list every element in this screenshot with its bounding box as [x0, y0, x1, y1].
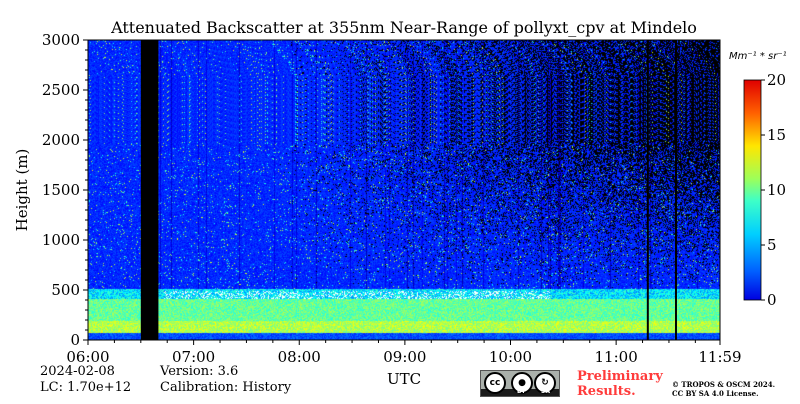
- y-tick-label: 2000: [42, 131, 80, 149]
- y-axis-label: Height (m): [13, 149, 31, 232]
- x-tick-label: 11:59: [698, 348, 741, 366]
- colorbar-tick-label: 5: [767, 236, 777, 254]
- backscatter-heatmap: [88, 40, 720, 340]
- colorbar-tick-label: 10: [767, 181, 786, 199]
- x-axis-label: UTC: [387, 370, 421, 388]
- x-tick-label: 08:00: [278, 348, 321, 366]
- by-label: BY: [517, 388, 526, 395]
- x-axis-ticks: 06:00 07:00 08:00 09:00 10:00 11:00 11:59: [66, 340, 742, 366]
- y-tick-label: 2500: [42, 81, 80, 99]
- preliminary-line-1: Preliminary: [577, 369, 663, 384]
- x-tick-label: 09:00: [383, 348, 426, 366]
- colorbar-unit-label: Mm⁻¹ * sr⁻¹: [729, 51, 787, 62]
- x-tick-label: 11:00: [595, 348, 638, 366]
- colorbar-tick-label: 20: [767, 71, 786, 89]
- copyright-line-2: CC BY SA 4.0 License.: [672, 389, 759, 398]
- missing-data-block: [140, 40, 159, 340]
- footer-date: 2024-02-08: [40, 364, 115, 379]
- footer-lc: LC: 1.70e+12: [40, 380, 132, 395]
- y-tick-label: 3000: [42, 31, 80, 49]
- x-tick-label: 07:00: [172, 348, 215, 366]
- footer-version: Version: 3.6: [160, 364, 239, 379]
- y-axis-ticks: 0 500 1000 1500 2000 2500 3000: [42, 31, 88, 349]
- cc-license-badge: cc ● ↻ BY SA: [480, 370, 560, 397]
- y-tick-label: 0: [70, 331, 80, 349]
- y-tick-label: 1000: [42, 231, 80, 249]
- colorbar-tick-label: 0: [767, 291, 777, 309]
- preliminary-line-2: Results.: [577, 384, 636, 399]
- colorbar: [743, 79, 762, 301]
- x-tick-label: 10:00: [489, 348, 532, 366]
- copyright-notice: © TROPOS & OSCM 2024. CC BY SA 4.0 Licen…: [672, 380, 775, 398]
- y-tick-label: 1500: [42, 181, 80, 199]
- colorbar-ticks: 0 5 10 15 20: [761, 71, 786, 309]
- chart-title: Attenuated Backscatter at 355nm Near-Ran…: [110, 18, 697, 37]
- y-tick-label: 500: [51, 281, 80, 299]
- copyright-line-1: © TROPOS & OSCM 2024.: [672, 380, 776, 389]
- by-person-icon: ●: [511, 372, 533, 394]
- colorbar-tick-label: 15: [767, 126, 786, 144]
- x-tick-label: 06:00: [66, 348, 109, 366]
- cc-icon: cc: [484, 372, 506, 394]
- preliminary-notice: Preliminary Results.: [577, 369, 663, 399]
- sa-share-icon: ↻: [534, 372, 556, 394]
- sa-label: SA: [541, 388, 550, 395]
- footer-calibration: Calibration: History: [160, 380, 292, 395]
- missing-data-group: [140, 40, 677, 340]
